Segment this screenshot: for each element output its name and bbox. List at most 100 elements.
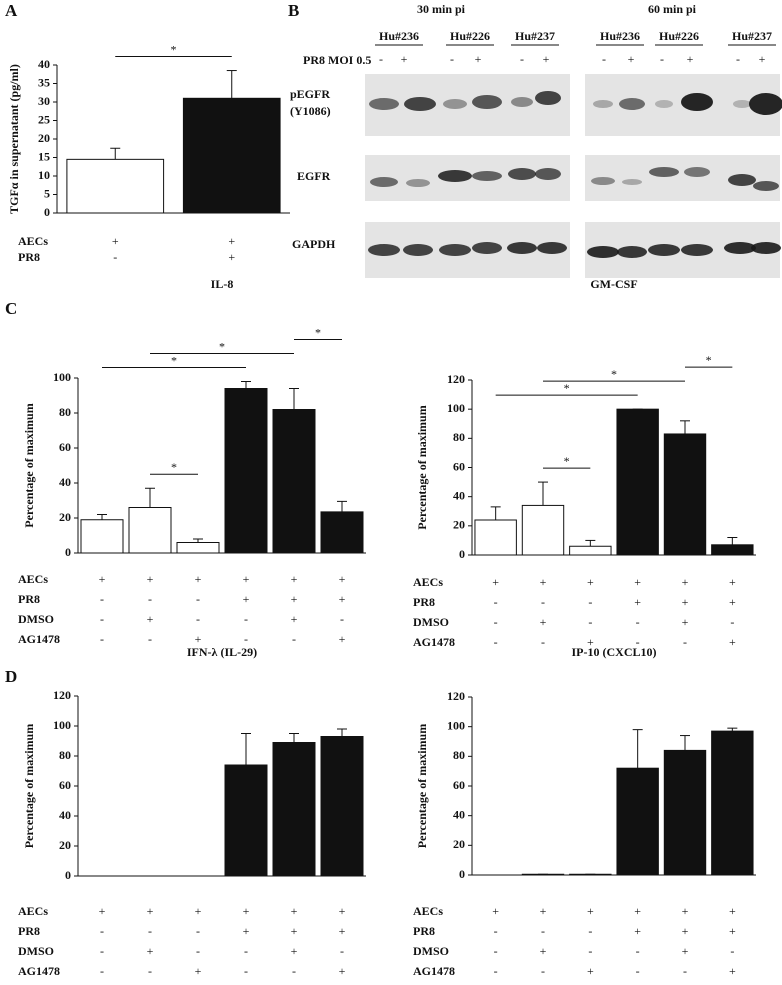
condition-sign: + xyxy=(291,904,298,918)
condition-sign: - xyxy=(494,595,498,609)
y-tick-label: 0 xyxy=(44,205,50,219)
condition-sign: + xyxy=(147,612,154,626)
timepoint: 60 min pi xyxy=(648,2,697,16)
condition-sign: + xyxy=(147,904,154,918)
y-tick-label: 100 xyxy=(447,718,465,732)
significance-label: * xyxy=(564,381,570,395)
condition-sign: - xyxy=(292,632,296,646)
y-tick-label: 100 xyxy=(53,718,71,732)
y-axis-label: Percentage of maximum xyxy=(415,724,429,848)
condition-sign: + xyxy=(195,964,202,978)
y-axis-label: Percentage of maximum xyxy=(22,724,36,848)
condition-sign: - xyxy=(494,944,498,958)
condition-sign: + xyxy=(587,575,594,589)
y-tick-label: 60 xyxy=(59,778,71,792)
condition-label: AECs xyxy=(18,234,48,248)
condition-label: DMSO xyxy=(18,944,54,958)
y-tick-label: 20 xyxy=(453,837,465,851)
bar xyxy=(320,736,364,877)
condition-sign: - xyxy=(196,612,200,626)
bar xyxy=(663,749,707,876)
y-tick-label: 35 xyxy=(38,75,50,89)
lane-sign: + xyxy=(475,52,482,66)
condition-sign: - xyxy=(541,924,545,938)
condition-sign: - xyxy=(244,612,248,626)
condition-label: AECs xyxy=(413,904,443,918)
condition-sign: - xyxy=(100,924,104,938)
condition-sign: + xyxy=(682,615,689,629)
condition-sign: + xyxy=(99,904,106,918)
condition-sign: - xyxy=(588,615,592,629)
condition-sign: - xyxy=(541,595,545,609)
lane-sign: - xyxy=(602,52,606,66)
condition-sign: - xyxy=(494,615,498,629)
bar xyxy=(320,511,364,554)
condition-sign: + xyxy=(195,632,202,646)
blot-row-label: GAPDH xyxy=(292,237,336,251)
chart-title: IP-10 (CXCL10) xyxy=(572,645,657,659)
significance-label: * xyxy=(171,353,177,367)
y-tick-label: 20 xyxy=(59,510,71,524)
lane-sign: - xyxy=(520,52,524,66)
condition-sign: - xyxy=(113,250,117,264)
y-tick-label: 10 xyxy=(38,168,50,182)
timepoint: 30 min pi xyxy=(417,2,466,16)
condition-sign: - xyxy=(636,964,640,978)
condition-sign: - xyxy=(244,964,248,978)
lane-signs: - + - + - + - + - + - + xyxy=(379,52,766,66)
y-axis-label: Percentage of maximum xyxy=(415,405,429,529)
condition-sign: - xyxy=(636,635,640,649)
bar xyxy=(176,542,220,554)
condition-sign: + xyxy=(243,904,250,918)
condition-sign: + xyxy=(587,635,594,649)
panel-label: C xyxy=(5,299,17,318)
condition-sign: + xyxy=(492,575,499,589)
donor: Hu#237 xyxy=(515,29,555,43)
condition-sign: - xyxy=(100,592,104,606)
condition-sign: + xyxy=(634,904,641,918)
condition-sign: - xyxy=(494,635,498,649)
panel-label: B xyxy=(288,1,299,20)
condition-sign: - xyxy=(588,595,592,609)
condition-sign: - xyxy=(683,635,687,649)
condition-sign: + xyxy=(228,234,235,248)
y-tick-label: 15 xyxy=(38,149,50,163)
condition-sign: + xyxy=(99,572,106,586)
bar xyxy=(474,519,517,556)
condition-sign: + xyxy=(339,572,346,586)
condition-sign: + xyxy=(112,234,119,248)
bar xyxy=(272,409,316,554)
panel-label: A xyxy=(5,1,18,20)
significance-label: * xyxy=(564,454,570,468)
bar xyxy=(224,764,268,877)
condition-sign: + xyxy=(682,944,689,958)
lane-sign: + xyxy=(401,52,408,66)
condition-sign: + xyxy=(492,904,499,918)
lane-sign: - xyxy=(450,52,454,66)
condition-sign: + xyxy=(291,592,298,606)
y-axis-label: TGFα in supernatant (pg/ml) xyxy=(7,64,21,214)
condition-sign: - xyxy=(196,592,200,606)
donor: Hu#226 xyxy=(450,29,490,43)
y-tick-label: 0 xyxy=(459,867,465,881)
significance-label: * xyxy=(171,42,177,56)
condition-label: DMSO xyxy=(413,615,449,629)
condition-label: AECs xyxy=(18,904,48,918)
significance-label: * xyxy=(706,353,712,367)
donor: Hu#236 xyxy=(600,29,640,43)
condition-sign: + xyxy=(291,944,298,958)
condition-label: PR8 xyxy=(18,250,40,264)
condition-sign: + xyxy=(243,572,250,586)
condition-sign: - xyxy=(100,944,104,958)
lane-sign: - xyxy=(660,52,664,66)
blot-row-label: pEGFR xyxy=(290,87,330,101)
condition-sign: - xyxy=(636,944,640,958)
condition-sign: + xyxy=(540,944,547,958)
condition-sign: - xyxy=(494,964,498,978)
condition-sign: + xyxy=(339,592,346,606)
y-tick-label: 40 xyxy=(453,807,465,821)
y-tick-label: 80 xyxy=(59,405,71,419)
condition-sign: + xyxy=(634,595,641,609)
y-tick-label: 80 xyxy=(59,748,71,762)
significance-label: * xyxy=(611,367,617,381)
